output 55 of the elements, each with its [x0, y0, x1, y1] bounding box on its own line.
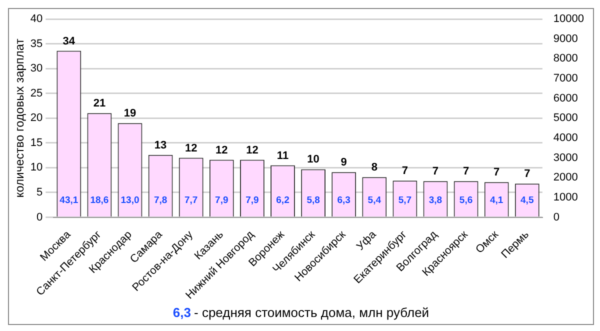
y-tick-label: 5 — [36, 186, 43, 199]
data-label: 10 — [307, 154, 320, 166]
y2-tick-label: 6000 — [553, 92, 578, 104]
annotation: 6,3 — [337, 194, 350, 206]
y-tick-label: 40 — [30, 13, 43, 26]
y2-tick-label: 1000 — [553, 191, 578, 204]
annotation: 18,6 — [90, 194, 109, 206]
data-label: 13 — [154, 139, 167, 152]
data-label: 7 — [524, 168, 530, 180]
y2-tick-label: 5000 — [553, 112, 578, 124]
data-label: 9 — [340, 156, 347, 169]
y-tick-label: 25 — [30, 87, 43, 100]
y2-tick-label: 7000 — [553, 72, 578, 85]
y2-tick-label: 8000 — [553, 52, 578, 65]
y2-tick-label: 10000 — [553, 13, 584, 26]
y2-tick-label: 3000 — [553, 152, 578, 164]
annotation: 6,2 — [276, 194, 290, 206]
y2-tick-label: 2000 — [553, 172, 578, 184]
annotation: 7,7 — [184, 194, 198, 206]
data-label: 12 — [216, 144, 228, 156]
y2-tick-label: 0 — [553, 211, 560, 224]
annotation: 7,8 — [154, 194, 168, 206]
y-axis-title: количество годовых зарплат — [12, 38, 27, 198]
y-tick-label: 30 — [30, 62, 43, 75]
data-label: 21 — [93, 98, 106, 110]
y-tick-label: 20 — [30, 112, 43, 124]
y-tick-label: 10 — [30, 162, 43, 174]
annotation: 13,0 — [120, 194, 140, 206]
data-label: 12 — [246, 144, 258, 156]
data-label: 12 — [184, 142, 198, 154]
y2-tick-label: 4000 — [553, 132, 578, 144]
annotation: 4,5 — [520, 194, 534, 206]
data-label: 7 — [494, 166, 500, 179]
data-label: 7 — [462, 166, 470, 178]
text: - средняя стоимость дома, млн рублей — [194, 305, 430, 320]
data-label: 19 — [124, 108, 136, 120]
annotation: 5,7 — [398, 194, 412, 206]
y-tick-label: 35 — [30, 38, 43, 50]
text: 6,3 — [172, 305, 191, 320]
annotation: 43,1 — [60, 194, 79, 206]
annotation: 3,8 — [428, 194, 442, 206]
data-label: 7 — [432, 166, 439, 178]
y-tick-label: 15 — [30, 136, 43, 149]
y2-tick-label: 9000 — [553, 32, 578, 45]
data-label: 11 — [276, 150, 289, 162]
annotation: 5,4 — [368, 194, 382, 206]
data-label: 34 — [62, 35, 76, 48]
y-tick-label: 0 — [36, 211, 43, 224]
data-label: 8 — [371, 162, 378, 174]
annotation: 4,1 — [490, 194, 504, 206]
data-label: 7 — [402, 165, 408, 178]
annotation: 7,9 — [246, 194, 259, 206]
annotation: 5,6 — [459, 194, 473, 206]
annotation: 5,8 — [306, 194, 320, 206]
annotation: 7,9 — [215, 194, 228, 206]
